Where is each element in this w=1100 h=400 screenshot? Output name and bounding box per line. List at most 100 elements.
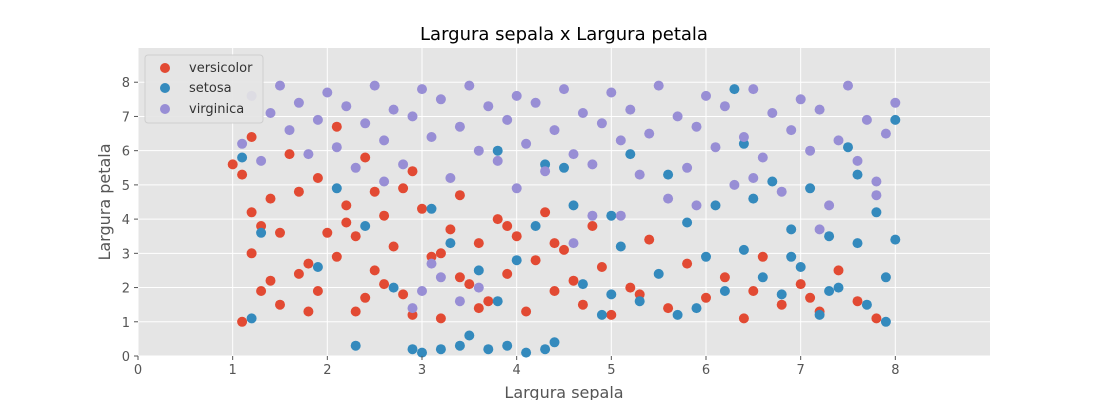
y-tick-label: 2 [122,282,130,297]
virginica-point [379,176,390,187]
versicolor-point [398,183,409,194]
virginica-point [549,125,560,136]
setosa-point [615,241,626,252]
versicolor-point [275,299,285,310]
virginica-point [369,80,380,91]
setosa-point [634,296,645,307]
virginica-point [824,200,835,211]
versicolor-point [473,303,484,314]
versicolor-point [303,258,314,269]
setosa-point [843,142,853,153]
legend-marker-virginica [160,104,170,114]
setosa-point [464,330,475,341]
legend-box [144,54,264,124]
versicolor-point [464,279,475,290]
setosa-point [682,217,693,228]
virginica-point [748,84,759,95]
virginica-point [587,159,598,170]
legend-marker-setosa [160,83,170,93]
versicolor-point [483,296,494,307]
virginica-point [625,104,636,115]
setosa-point [890,234,901,245]
versicolor-point [312,173,323,183]
virginica-point [284,125,295,136]
setosa-point [454,340,465,351]
x-tick-label: 0 [134,363,142,378]
versicolor-point [644,234,655,245]
virginica-point [776,186,787,197]
virginica-point [341,101,352,112]
setosa-point [312,262,323,272]
virginica-point [303,149,314,160]
versicolor-point [454,272,465,283]
setosa-point [530,221,541,231]
versicolor-point [293,186,304,197]
setosa-point [549,337,560,348]
virginica-point [615,210,626,221]
versicolor-point [341,200,352,211]
virginica-point [293,97,304,108]
virginica-point [454,296,465,307]
setosa-point [246,313,257,324]
setosa-point [663,169,674,180]
series-virginica [237,80,901,314]
versicolor-point [701,292,711,303]
versicolor-point [407,166,418,177]
legend-marker-versicolor [160,63,170,73]
virginica-point [767,108,778,118]
y-axis-label: Largura petala [95,143,114,260]
virginica-point [615,135,626,146]
setosa-point [767,176,778,187]
setosa-point [625,149,636,160]
y-tick-label: 3 [122,247,130,262]
versicolor-point [435,313,446,324]
virginica-point [833,135,844,146]
virginica-point [748,173,759,183]
setosa-point [814,309,825,320]
virginica-point [473,145,484,156]
virginica-point [843,80,853,91]
chart-title: Largura sepala x Largura petala [420,24,708,45]
setosa-point [786,251,797,262]
setosa-point [653,268,664,279]
virginica-point [388,104,399,115]
y-tick-label: 7 [122,110,130,125]
versicolor-point [568,275,579,286]
virginica-point [426,132,437,142]
virginica-point [454,121,465,132]
setosa-point [568,200,579,211]
virginica-point [814,224,825,235]
virginica-point [871,190,882,201]
virginica-point [644,128,655,139]
versicolor-point [776,299,787,310]
virginica-point [871,176,882,187]
virginica-point [719,101,730,112]
setosa-point [852,169,863,180]
legend-label-versicolor: versicolor [189,61,253,76]
virginica-point [663,193,674,204]
y-tick-label: 4 [122,213,130,228]
setosa-point [502,340,513,351]
versicolor-point [237,316,248,327]
setosa-point [833,282,844,293]
versicolor-point [237,169,248,180]
versicolor-point [805,292,816,303]
versicolor-point [473,238,484,249]
versicolor-point [502,268,513,279]
setosa-point [776,289,787,300]
setosa-point [417,347,427,358]
versicolor-point [454,190,465,201]
setosa-point [606,210,617,221]
setosa-point [596,309,607,320]
virginica-point [275,80,285,91]
versicolor-point [265,193,276,204]
versicolor-point [559,244,569,255]
versicolor-point [738,313,749,324]
setosa-point [719,286,730,296]
versicolor-point [757,251,768,262]
virginica-point [360,118,371,129]
versicolor-point [795,279,806,290]
versicolor-point [256,286,267,296]
virginica-point [407,111,418,122]
virginica-point [265,108,276,118]
